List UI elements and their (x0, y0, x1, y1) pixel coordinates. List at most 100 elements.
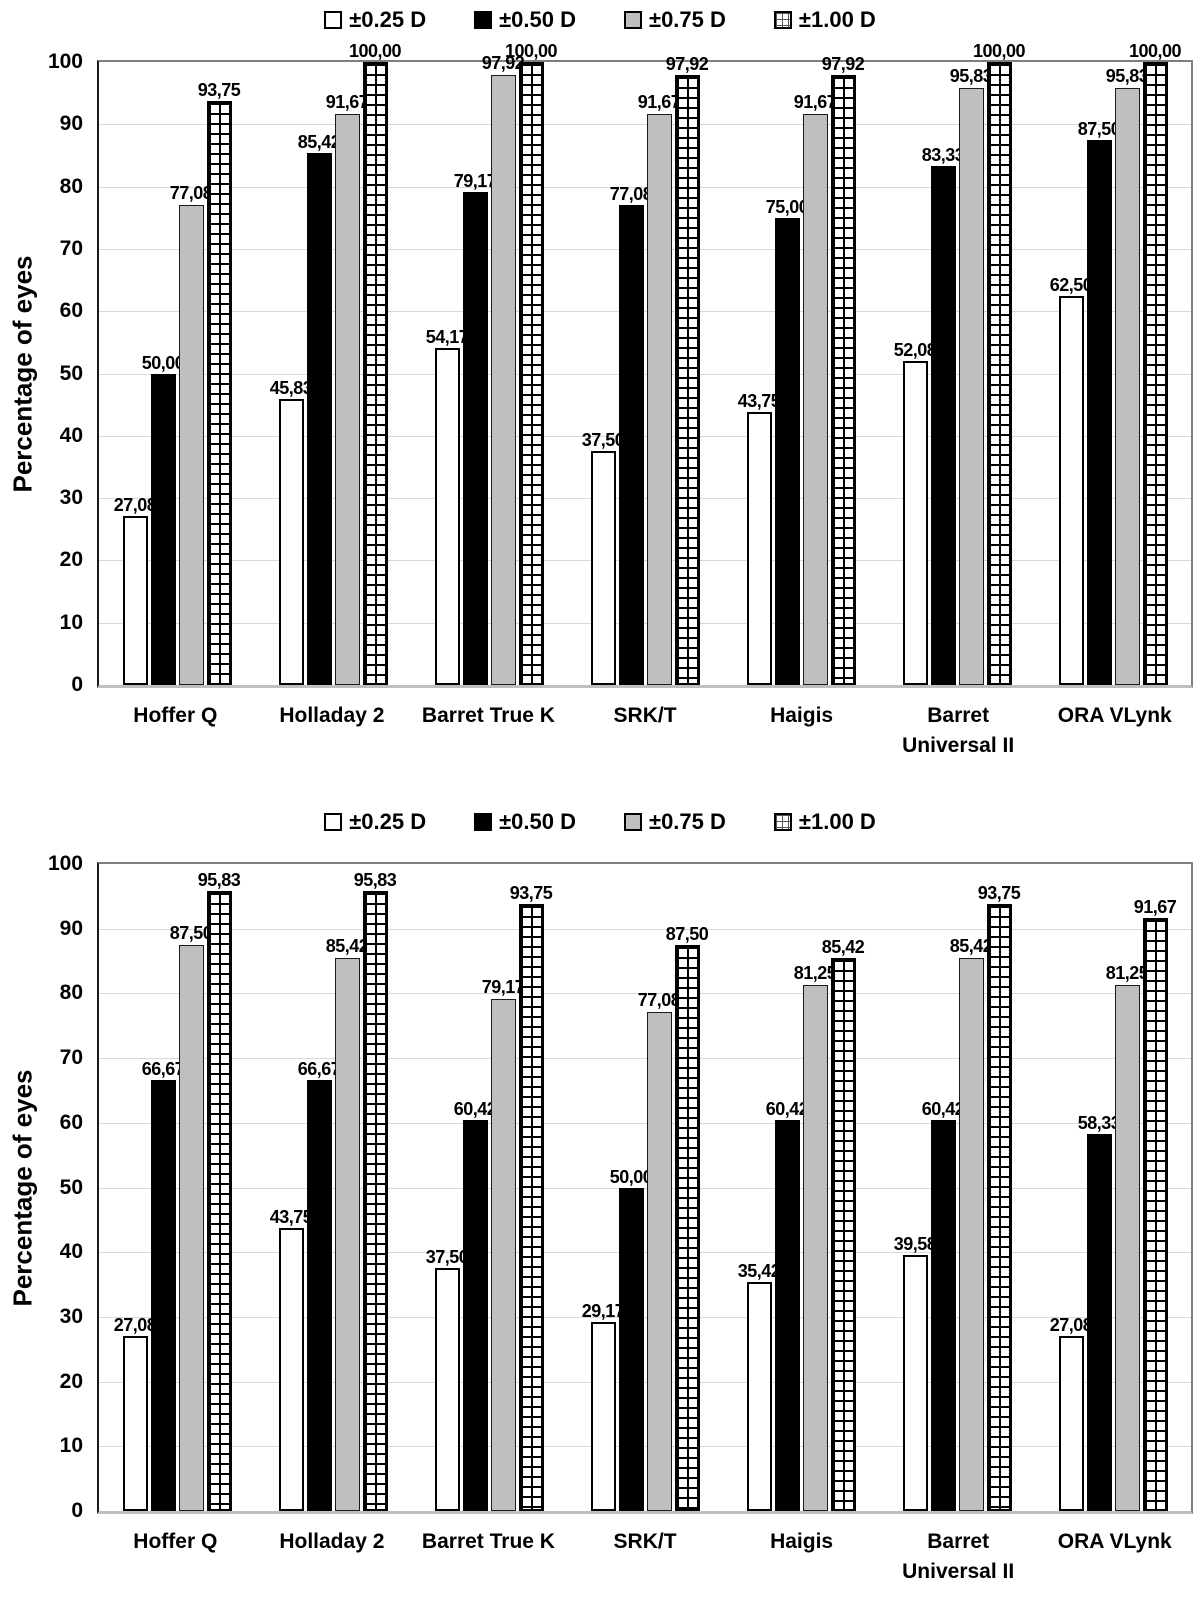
bar-value-label: 95,83 (1105, 65, 1149, 86)
bar-white: 45,83 (270, 378, 313, 685)
y-tick-60: 60 (59, 299, 83, 323)
bar-value-label: 95,83 (949, 65, 993, 86)
bar-white: 27,08 (114, 495, 157, 685)
bar-gray: 87,50 (170, 923, 213, 1511)
x-category-label-5: Haigis (770, 704, 834, 727)
bar-value-label: 93,75 (197, 79, 241, 100)
bar-gray: 91,67 (638, 92, 681, 685)
bar-checker: 87,50 (666, 924, 709, 1511)
bar-white: 37,50 (582, 430, 625, 685)
bar-value-label: 45,83 (269, 378, 313, 399)
gridline-80 (99, 993, 1191, 995)
legend-item-white: ±0.25 D (324, 809, 426, 835)
bar-white: 62,50 (1050, 275, 1093, 685)
bar-black: 79,17 (454, 171, 497, 685)
bar-groups: 27,08 66,67 87,50 95,83 43,75 66,67 85,42 95,83… (99, 864, 1191, 1511)
gridline-50 (99, 1187, 1191, 1189)
y-tick-10: 10 (59, 1434, 83, 1458)
bar-value-label: 62,50 (1049, 274, 1093, 295)
bar-white: 43,75 (738, 391, 781, 685)
chart-top-plot-area: Percentage of eyes 0 10 20 30 40 50 60 70 80 90 10… (8, 41, 1193, 696)
bar-value-label: 50,00 (609, 1166, 653, 1187)
gridline-60 (99, 311, 1191, 313)
bar-value-label: 87,50 (169, 922, 213, 943)
x-category-label-6: Barret Universal II (902, 1530, 1015, 1584)
legend-item-checker: ±1.00 D (773, 809, 876, 835)
legend-item-black: ±0.50 D (474, 809, 576, 835)
bar-value-label: 97,92 (665, 53, 709, 74)
category-group-4: 29,17 50,00 77,08 87,50 (567, 864, 723, 1511)
bar-value-label: 35,42 (737, 1260, 781, 1281)
bar-white: 29,17 (582, 1301, 625, 1511)
legend-label: ±0.50 D (499, 808, 576, 834)
y-tick-80: 80 (59, 174, 83, 198)
gridline-70 (99, 1058, 1191, 1060)
y-tick-20: 20 (59, 548, 83, 572)
x-category-label-7: ORA VLynk (1057, 704, 1172, 727)
legend-item-white: ±0.25 D (324, 7, 426, 33)
legend-gray-swatch-icon (624, 812, 642, 831)
y-tick-10: 10 (59, 610, 83, 634)
gridline-30 (99, 498, 1191, 500)
bar-value-label: 39,58 (893, 1233, 937, 1254)
charts-divider-space (0, 776, 1200, 802)
bar-checker: 93,75 (510, 883, 553, 1511)
bar-groups: 27,08 50,00 77,08 93,75 45,83 85,42 91,67 100,0… (99, 41, 1191, 685)
bar-gray: 79,17 (482, 977, 525, 1511)
bar-gray: 85,42 (950, 936, 993, 1511)
bar-gray: 77,08 (170, 183, 213, 685)
bar-black: 58,33 (1078, 1113, 1121, 1511)
gridline-40 (99, 1252, 1191, 1254)
bar-checker: 85,42 (822, 937, 865, 1511)
bar-checker: 100,00 (349, 41, 402, 685)
gridline-60 (99, 1122, 1191, 1124)
legend-black-swatch-icon (474, 812, 493, 831)
bar-value-label: 77,08 (637, 990, 681, 1011)
bar-value-label: 97,92 (481, 52, 525, 73)
bar-gray: 81,25 (1106, 963, 1149, 1511)
gridline-10 (99, 1446, 1191, 1448)
legend-item-gray: ±0.75 D (624, 7, 726, 33)
bar-white: 35,42 (738, 1261, 781, 1511)
bar-gray: 95,83 (1106, 66, 1149, 685)
category-group-3: 54,17 79,17 97,92 100,00 (411, 41, 567, 685)
category-group-7: 27,08 58,33 81,25 91,67 (1035, 864, 1191, 1511)
bar-value-label: 77,08 (169, 182, 213, 203)
bar-white: 39,58 (894, 1234, 937, 1511)
bar-checker: 100,00 (973, 41, 1026, 685)
gridline-20 (99, 560, 1191, 562)
legend-white-swatch-icon (324, 10, 343, 29)
bar-checker: 91,67 (1134, 897, 1177, 1511)
bar-value-label: 100,00 (1128, 41, 1182, 61)
y-tick-50: 50 (59, 361, 83, 385)
bar-value-label: 66,67 (297, 1058, 341, 1079)
bar-value-label: 100,00 (348, 41, 402, 61)
bar-white: 27,08 (114, 1315, 157, 1511)
y-tick-90: 90 (59, 112, 83, 136)
bar-checker: 93,75 (978, 883, 1021, 1511)
bar-checker: 95,83 (198, 870, 241, 1511)
bar-value-label: 60,42 (453, 1099, 497, 1120)
gridline-10 (99, 622, 1191, 624)
bar-gray: 81,25 (794, 963, 837, 1511)
bar-value-label: 97,92 (821, 53, 865, 74)
gridline-90 (99, 928, 1191, 930)
legend-white-swatch-icon (324, 812, 343, 831)
chart-bottom-x-axis-labels: Hoffer Q Holladay 2 Barret True K SRK/T Haig… (97, 1514, 1193, 1602)
chart-bottom-legend: ±0.25 D ±0.50 D ±0.75 D ±1.00 D (0, 802, 1200, 836)
y-tick-70: 70 (59, 1046, 83, 1070)
bar-value-label: 85,42 (949, 936, 993, 957)
y-tick-30: 30 (59, 486, 83, 510)
bar-white: 52,08 (894, 340, 937, 685)
bar-black: 60,42 (922, 1099, 965, 1511)
y-tick-0: 0 (71, 1499, 83, 1522)
bar-value-label: 100,00 (972, 41, 1026, 61)
legend-checker-swatch-icon (773, 812, 792, 831)
x-category-label-3: Barret True K (421, 1530, 555, 1553)
bar-value-label: 81,25 (793, 963, 837, 984)
legend-checker-swatch-icon (773, 10, 792, 29)
x-category-label-4: SRK/T (613, 1530, 677, 1553)
bar-gray: 85,42 (326, 936, 369, 1511)
x-category-label-2: Holladay 2 (279, 1530, 385, 1553)
bar-checker: 95,83 (354, 870, 397, 1511)
